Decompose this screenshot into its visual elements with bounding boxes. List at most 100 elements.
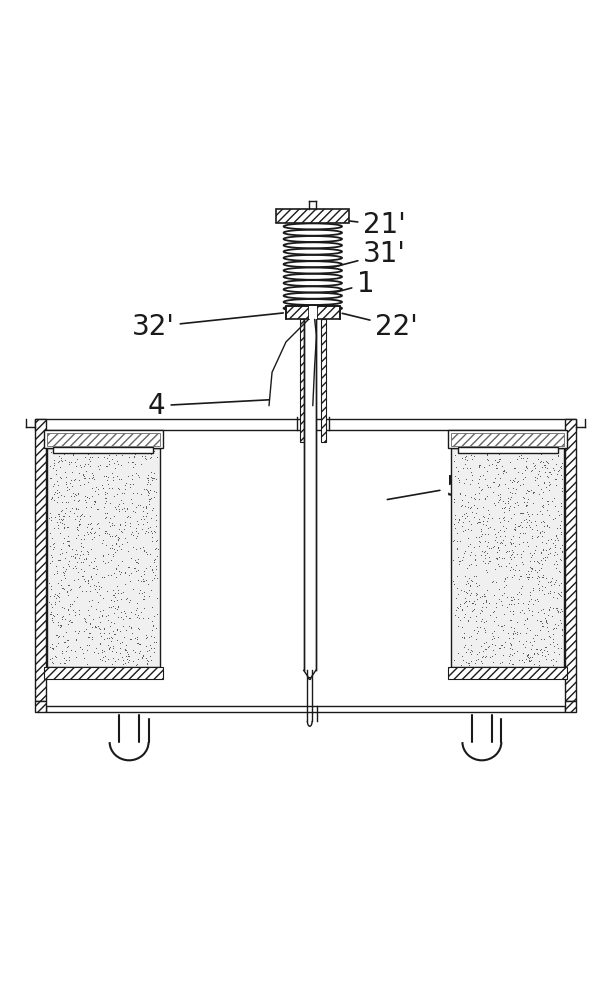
Point <box>507 531 516 547</box>
Point <box>500 571 510 587</box>
Point <box>56 618 66 634</box>
Point <box>555 520 565 536</box>
Point <box>112 486 122 502</box>
Point <box>554 463 563 479</box>
Point <box>544 507 554 523</box>
Point <box>530 627 540 643</box>
Point <box>460 456 470 472</box>
Point <box>544 541 554 557</box>
Point <box>460 606 470 622</box>
Point <box>525 634 535 650</box>
Point <box>497 550 507 566</box>
Point <box>483 452 493 468</box>
Point <box>71 444 81 460</box>
Point <box>117 524 127 540</box>
Point <box>123 508 133 524</box>
Point <box>543 646 553 662</box>
Point <box>76 507 86 523</box>
Point <box>480 555 490 571</box>
Point <box>517 465 527 481</box>
Point <box>472 587 481 603</box>
Point <box>76 508 86 524</box>
Point <box>115 645 125 661</box>
Point <box>46 640 56 656</box>
Point <box>132 629 142 645</box>
Bar <box>317 306 340 319</box>
Point <box>57 453 67 469</box>
Point <box>46 606 56 622</box>
Point <box>90 494 100 510</box>
Point <box>54 628 64 644</box>
Bar <box>44 667 163 679</box>
Point <box>70 511 80 527</box>
Point <box>534 562 544 578</box>
Point <box>472 500 482 516</box>
Point <box>102 505 112 521</box>
Point <box>481 562 491 578</box>
Point <box>95 636 104 652</box>
Point <box>474 475 483 491</box>
Point <box>104 447 114 463</box>
Point <box>484 540 494 556</box>
Point <box>64 481 74 497</box>
Point <box>112 578 122 594</box>
Point <box>64 577 73 593</box>
Point <box>123 654 133 670</box>
Point <box>62 519 72 535</box>
Point <box>508 546 518 562</box>
Point <box>86 521 96 537</box>
Point <box>493 524 503 540</box>
Point <box>528 484 538 500</box>
Point <box>75 472 84 488</box>
Point <box>94 620 104 636</box>
Point <box>119 629 129 645</box>
Point <box>490 561 500 577</box>
Point <box>95 609 104 625</box>
Point <box>142 500 152 516</box>
Point <box>505 635 514 651</box>
Bar <box>304 319 316 670</box>
Point <box>503 513 513 529</box>
Point <box>93 486 103 502</box>
Point <box>496 535 505 551</box>
Point <box>111 600 120 616</box>
Point <box>481 634 491 650</box>
Point <box>70 471 80 487</box>
Point <box>118 495 128 511</box>
Point <box>474 485 483 501</box>
Point <box>448 552 458 568</box>
Point <box>536 602 546 618</box>
Point <box>463 521 473 537</box>
Point <box>448 491 458 507</box>
Point <box>120 565 130 581</box>
Point <box>112 601 122 617</box>
Point <box>56 514 65 530</box>
Point <box>131 504 141 520</box>
Point <box>137 444 147 460</box>
Point <box>90 494 100 510</box>
Point <box>537 506 547 522</box>
Point <box>460 590 470 606</box>
Point <box>62 479 72 495</box>
Point <box>474 623 483 639</box>
Point <box>128 476 138 492</box>
Point <box>113 599 123 615</box>
Point <box>518 554 527 570</box>
Point <box>489 646 499 662</box>
Point <box>142 505 152 521</box>
Point <box>93 449 103 465</box>
Point <box>556 640 566 656</box>
Point <box>53 629 63 645</box>
Point <box>472 652 481 668</box>
Point <box>495 489 505 505</box>
Point <box>126 631 136 647</box>
Point <box>492 544 502 560</box>
Point <box>533 466 543 482</box>
Point <box>53 520 63 536</box>
Point <box>122 622 131 638</box>
Point <box>52 445 62 461</box>
Point <box>473 651 483 667</box>
Point <box>59 564 68 580</box>
Point <box>60 452 70 468</box>
Point <box>488 636 497 652</box>
